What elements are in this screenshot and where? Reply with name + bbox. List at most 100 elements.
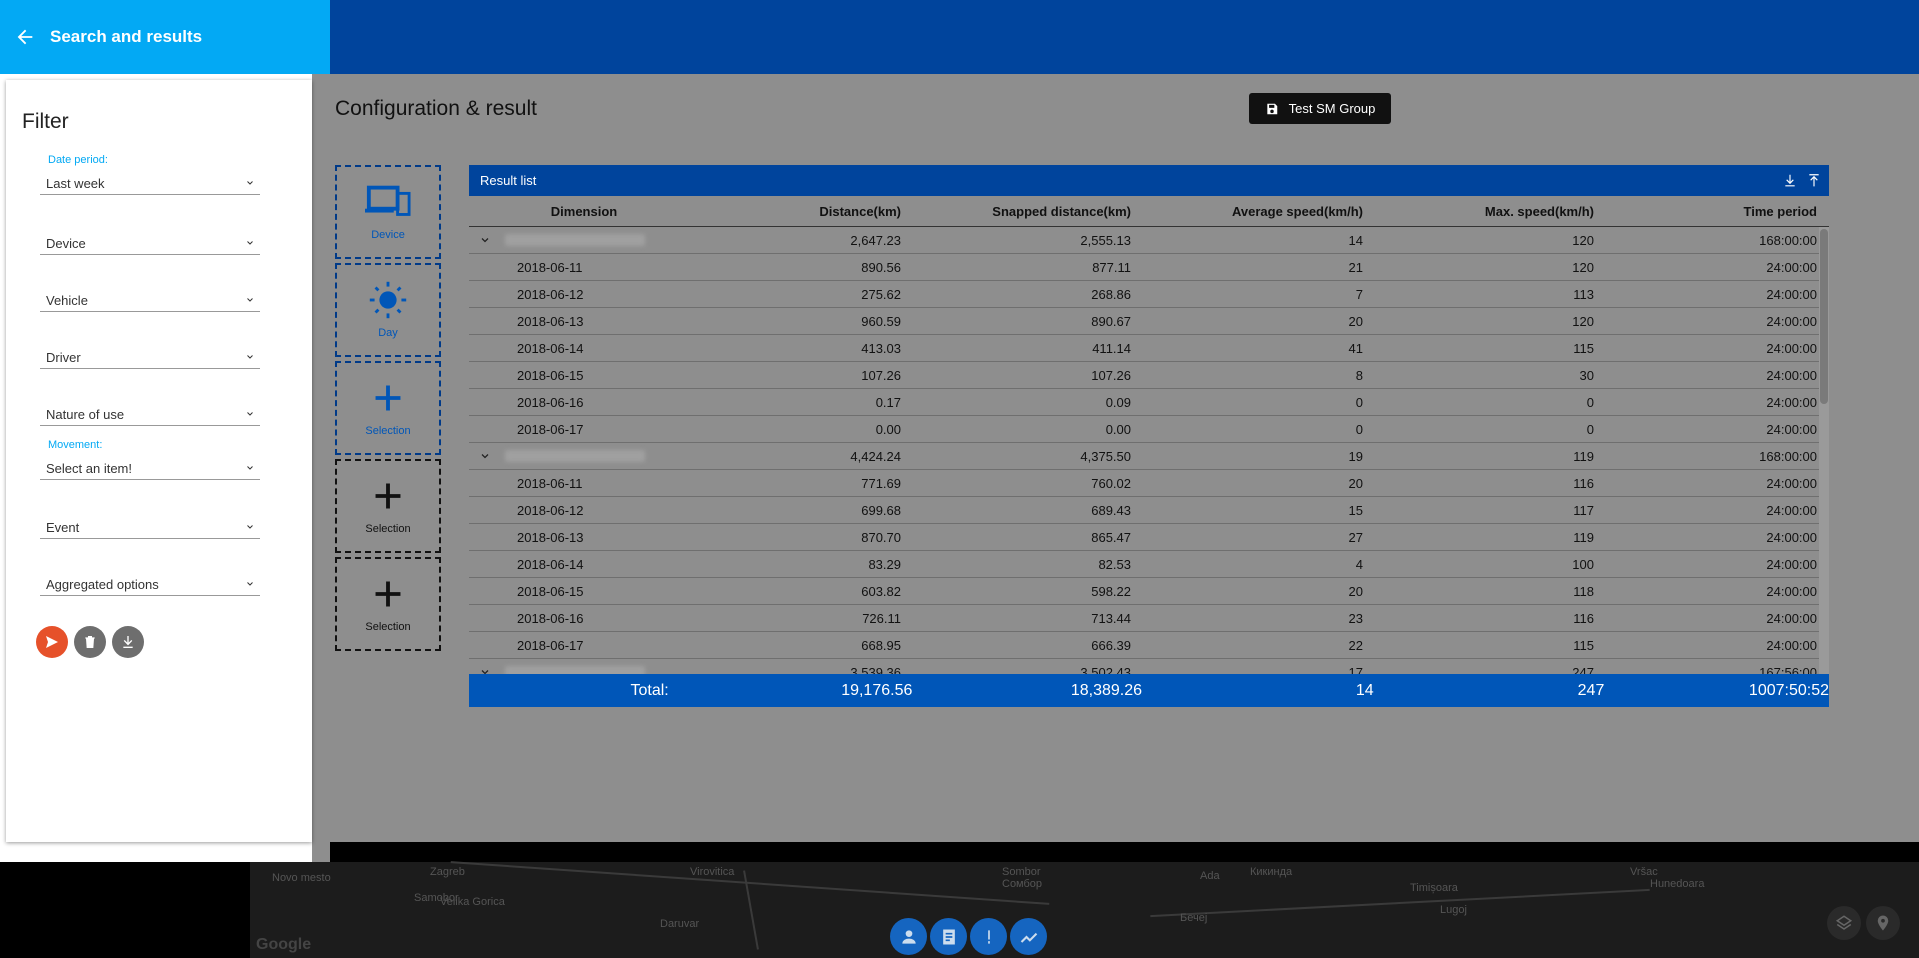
table-row: 2018-06-11 890.56 877.11 21 120 24:00:00 [469,254,1829,281]
cell-time-period: 167:56:00 [1759,664,1817,675]
cell-average-speed: 7 [1355,286,1363,302]
map-label: Velika Gorica [440,896,505,908]
nav-chart-button[interactable] [1010,918,1047,955]
cell-time-period: 24:00:00 [1766,637,1817,653]
map-view[interactable]: Novo mesto Zagreb Samobor Velika Gorica … [250,861,1919,958]
table-row: 2018-06-13 960.59 890.67 20 120 24:00:00 [469,308,1829,335]
table-row: 2018-06-15 107.26 107.26 8 30 24:00:00 [469,362,1829,389]
date-period-select[interactable]: Date period: Last week [40,154,260,195]
group-row[interactable]: 2,647.23 2,555.13 14 120 168:00:00 [469,227,1829,254]
cell-distance: 668.95 [861,637,901,653]
vehicle-select[interactable]: Vehicle [40,293,260,312]
google-logo: Google [256,936,312,953]
group-row[interactable]: 3,539.36 3,502.43 17 247 167:56:00 [469,659,1829,674]
dimension-card-selection-2[interactable]: Selection [335,459,441,553]
map-label: Vršac [1630,866,1658,878]
save-group-button[interactable]: Test SM Group [1249,93,1391,124]
result-list-header: Result list [469,165,1829,196]
cell-time-period: 24:00:00 [1766,367,1817,383]
dimension-label: Day [378,327,398,339]
total-snapped-distance: 18,389.26 [1070,681,1143,699]
cell-average-speed: 19 [1348,448,1363,464]
chevron-down-icon[interactable] [479,234,491,246]
person-icon [901,929,916,944]
movement-value: Select an item! [46,461,132,476]
cell-dimension [469,450,669,462]
cell-snapped-distance: 0.09 [1105,394,1131,410]
movement-select[interactable]: Movement: Select an item! [40,439,260,480]
chevron-down-icon [247,466,253,470]
cell-average-speed: 4 [1355,556,1363,572]
layers-button[interactable] [1827,906,1861,940]
cell-snapped-distance: 890.67 [1091,313,1131,329]
table-header-row: Dimension Distance(km) Snapped distance(… [469,196,1829,227]
header-title: Search and results [50,27,203,46]
dimension-card-day[interactable]: Day [335,263,441,357]
dimension-label: Selection [365,621,411,633]
send-button[interactable] [36,626,68,658]
cell-average-speed: 23 [1348,610,1363,626]
cell-average-speed: 0 [1355,421,1363,437]
nav-report-button[interactable] [930,918,967,955]
cell-snapped-distance: 713.44 [1091,610,1131,626]
cell-snapped-distance: 268.86 [1091,286,1131,302]
save-icon [1266,103,1277,114]
alert-icon [987,929,990,944]
chevron-down-icon [247,412,253,416]
aggregated-options-select[interactable]: Aggregated options [40,577,260,596]
delete-button[interactable] [74,626,106,658]
location-button[interactable] [1866,906,1900,940]
column-header-time-period[interactable]: Time period [1743,203,1817,219]
table-body: 2,647.23 2,555.13 14 120 168:00:00 2018-06-11… [469,227,1829,674]
cell-snapped-distance: 598.22 [1091,583,1131,599]
cell-distance: 413.03 [861,340,901,356]
driver-select[interactable]: Driver [40,350,260,369]
device-select[interactable]: Device [40,236,260,255]
table-scrollbar[interactable] [1819,227,1829,674]
chevron-down-icon [247,181,253,185]
map-label: Sombor [1002,866,1041,878]
dimension-card-selection-3[interactable]: Selection [335,557,441,651]
nav-alert-button[interactable] [970,918,1007,955]
chevron-down-icon[interactable] [479,666,491,674]
cell-time-period: 24:00:00 [1766,475,1817,491]
column-header-dimension[interactable]: Dimension [550,203,618,219]
cell-distance: 0.00 [875,421,901,437]
collapse-all-icon[interactable] [1807,173,1821,187]
back-arrow-icon[interactable] [0,0,50,74]
result-list-title: Result list [480,173,537,188]
map-label: Virovitica [690,866,735,878]
column-header-distance[interactable]: Distance(km) [819,203,901,219]
cell-distance: 4,424.24 [850,448,901,464]
column-header-max-speed[interactable]: Max. speed(km/h) [1484,203,1594,219]
app-header: Search and results [0,0,330,74]
vehicle-value: Vehicle [46,293,88,308]
dimension-card-device[interactable]: Device [335,165,441,259]
map-road [1150,888,1650,918]
event-select[interactable]: Event [40,520,260,539]
total-row: Total: 19,176.56 18,389.26 14 247 1007:5… [469,674,1829,707]
total-max-speed: 247 [1577,681,1605,699]
cell-average-speed: 20 [1348,475,1363,491]
map-label: Lugoj [1440,904,1467,916]
column-header-average-speed[interactable]: Average speed(km/h) [1231,203,1363,219]
dimension-card-selection-1[interactable]: Selection [335,361,441,455]
map-label: Daruvar [660,918,700,930]
cell-average-speed: 15 [1348,502,1363,518]
chevron-down-icon[interactable] [479,450,491,462]
column-header-snapped-distance[interactable]: Snapped distance(km) [992,203,1131,219]
cell-dimension: 2018-06-15 [517,583,584,599]
cell-snapped-distance: 2,555.13 [1080,232,1131,248]
cell-max-speed: 247 [1572,664,1594,675]
download-button[interactable] [112,626,144,658]
cell-average-speed: 41 [1348,340,1363,356]
cell-snapped-distance: 82.53 [1098,556,1131,572]
nav-user-button[interactable] [890,918,927,955]
cell-dimension [469,234,669,246]
scrollbar-thumb[interactable] [1820,229,1828,404]
event-value: Event [46,520,80,535]
cell-time-period: 24:00:00 [1766,259,1817,275]
download-icon[interactable] [1783,173,1797,187]
group-row[interactable]: 4,424.24 4,375.50 19 119 168:00:00 [469,443,1829,470]
nature-of-use-select[interactable]: Nature of use [40,407,260,426]
